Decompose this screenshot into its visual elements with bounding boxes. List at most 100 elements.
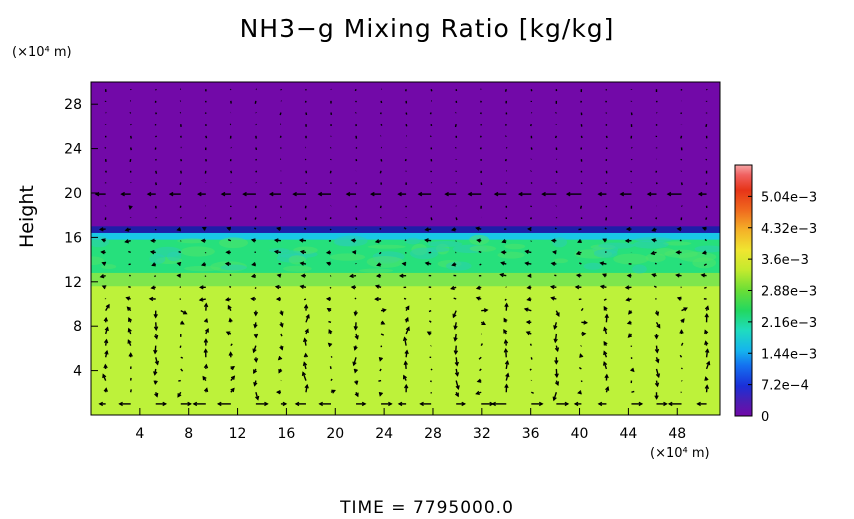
wind-vector: [381, 124, 382, 125]
field-texture: [220, 265, 247, 271]
field-texture: [695, 245, 724, 252]
wind-vector: [178, 381, 180, 382]
field-texture: [184, 266, 221, 271]
field-texture: [470, 245, 496, 251]
field-texture: [410, 248, 438, 260]
wind-vector: [130, 159, 131, 162]
wind-vector: [380, 369, 381, 371]
wind-vector: [255, 287, 256, 288]
wind-vector: [254, 228, 255, 229]
wind-vector: [656, 171, 657, 173]
wind-vector: [531, 357, 532, 359]
wind-vector: [581, 346, 582, 347]
wind-vector: [631, 391, 634, 392]
wind-vector: [606, 136, 607, 138]
wind-vector: [355, 89, 356, 91]
wind-vector: [130, 113, 131, 114]
wind-vector: [406, 124, 407, 126]
wind-vector: [405, 240, 406, 241]
wind-vector: [378, 381, 381, 382]
field-texture: [446, 261, 472, 270]
wind-vector: [431, 217, 432, 220]
wind-vector: [229, 286, 230, 287]
wind-vector: [230, 274, 231, 275]
wind-vector: [556, 136, 557, 138]
wind-vector: [405, 252, 406, 253]
field-texture: [598, 243, 634, 249]
wind-vector: [180, 182, 181, 184]
wind-vector: [681, 159, 682, 160]
x-tick-label: 16: [278, 426, 296, 442]
wind-vector: [430, 136, 431, 137]
wind-vector: [330, 366, 331, 369]
wind-vector: [656, 101, 657, 102]
y-tick-label: 12: [64, 275, 82, 291]
field-texture: [367, 256, 404, 268]
wind-vector: [128, 287, 130, 288]
field-texture: [613, 254, 649, 265]
wind-vector: [330, 287, 331, 288]
wind-vector: [506, 159, 507, 161]
x-tick-label: 8: [184, 426, 193, 442]
x-tick-label: 24: [375, 426, 393, 442]
wind-vector: [406, 113, 407, 115]
wind-vector: [256, 124, 257, 125]
x-tick-label: 40: [571, 426, 589, 442]
field-texture: [330, 253, 365, 260]
wind-vector: [505, 299, 506, 300]
x-tick-label: 32: [473, 426, 491, 442]
field-texture: [219, 237, 248, 248]
colorbar-tick-label: 7.2e−4: [761, 379, 809, 394]
wind-vector: [631, 217, 632, 218]
x-tick-label: 4: [135, 426, 144, 442]
wind-vector: [205, 276, 206, 277]
wind-vector: [106, 171, 107, 173]
field-texture: [632, 265, 647, 274]
wind-vector: [330, 147, 331, 148]
wind-vector: [355, 298, 356, 299]
wind-vector: [480, 136, 481, 138]
y-tick-label: 4: [73, 364, 82, 380]
field-texture: [81, 256, 104, 265]
y-tick-label: 24: [64, 142, 82, 158]
mixing-ratio-field: [81, 82, 723, 416]
wind-vector: [105, 147, 106, 148]
field-texture: [692, 257, 716, 268]
wind-vector: [405, 159, 406, 161]
wind-vector: [606, 217, 607, 220]
wind-vector: [156, 171, 157, 174]
wind-vector: [555, 228, 556, 229]
colorbar-tick-label: 0: [761, 410, 769, 425]
wind-vector: [404, 298, 406, 299]
wind-vector: [581, 101, 582, 103]
wind-vector: [581, 136, 582, 138]
wind-vector: [131, 389, 132, 392]
wind-vector: [156, 182, 157, 185]
wind-vector: [531, 217, 532, 219]
wind-vector: [631, 147, 632, 148]
wind-vector: [581, 381, 582, 382]
wind-vector: [256, 171, 257, 173]
wind-vector: [154, 276, 155, 277]
wind-vector: [156, 136, 157, 137]
wind-vector: [381, 206, 382, 208]
wind-vector: [706, 124, 707, 127]
wind-vector: [306, 113, 307, 115]
wind-vector: [480, 147, 481, 149]
wind-vector: [682, 206, 683, 207]
wind-vector: [431, 182, 432, 183]
field-texture: [359, 269, 393, 273]
wind-vector: [531, 124, 532, 126]
wind-vector: [506, 147, 507, 148]
field-band-1: [91, 226, 720, 233]
field-texture: [283, 266, 312, 272]
wind-vector: [131, 147, 132, 150]
x-tick-label: 12: [229, 426, 247, 442]
wind-vector: [681, 113, 682, 114]
wind-vector: [530, 344, 531, 346]
wind-vector: [255, 101, 256, 104]
wind-vector: [506, 124, 507, 125]
wind-vector: [682, 182, 683, 185]
wind-vector: [304, 299, 306, 300]
wind-vector: [305, 206, 306, 209]
